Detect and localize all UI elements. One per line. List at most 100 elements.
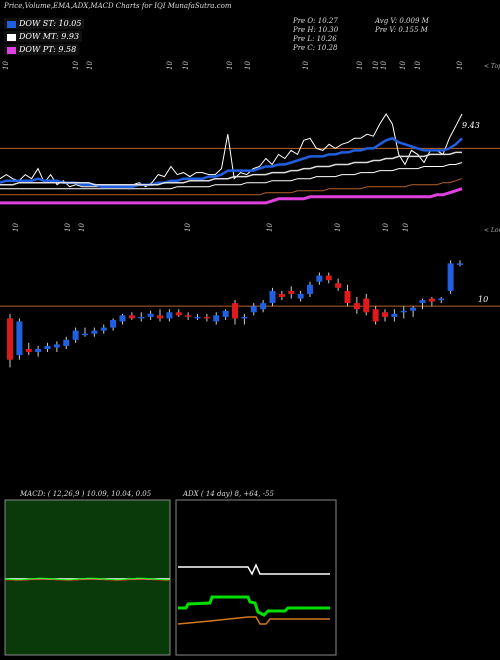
macd-panel — [4, 499, 171, 656]
candle-body — [241, 316, 248, 319]
adx-plus-di — [178, 595, 330, 617]
adx-frame — [175, 499, 337, 656]
candle-body — [222, 310, 229, 317]
quote-high: Pre H: 10.30 — [293, 26, 339, 34]
candle-body — [353, 303, 360, 310]
candle-body — [44, 345, 51, 349]
candle-body — [35, 349, 42, 353]
price-tick-label: 10 — [402, 223, 410, 232]
candle-body — [447, 263, 454, 291]
price-tick-label: 10 — [334, 223, 342, 232]
ema-series-5 — [0, 187, 463, 205]
candle-body — [363, 298, 370, 313]
candle-body — [325, 275, 332, 281]
ema-series-1 — [0, 136, 463, 188]
ema-right-label: 9.43 — [462, 121, 480, 130]
candle-body — [428, 298, 435, 302]
candle-body — [307, 284, 313, 294]
ema-series-3 — [0, 162, 463, 190]
candle-body — [7, 318, 13, 360]
adx-minus-di — [177, 616, 330, 625]
ema-tick-label: 10 — [372, 61, 380, 70]
ema-tick-label: 10 — [302, 61, 310, 70]
ema-tick-label: 10 — [166, 61, 174, 70]
ema-tick-label: 10 — [72, 61, 80, 70]
ema-tick-label: 10 — [414, 61, 422, 70]
ema-top-tag: < Tops — [484, 63, 500, 70]
quote-avg-volume: Avg V: 0.009 M — [375, 17, 429, 25]
price-tick-label: 10 — [64, 223, 72, 232]
candle-body — [91, 330, 98, 334]
ema-tick-label: 10 — [380, 61, 388, 70]
candle-body — [185, 315, 192, 317]
candle-body — [166, 312, 173, 319]
chart-title: Price,Volume,EMA,ADX,MACD Charts for IQI… — [4, 2, 232, 10]
ema-series-0 — [0, 113, 463, 188]
macd-hist-line — [4, 578, 171, 582]
quote-open: Pre O: 10.27 — [293, 17, 338, 25]
legend-label-st: DOW ST: 10.05 — [19, 19, 82, 28]
candle-body — [344, 290, 351, 304]
candle-body — [147, 313, 154, 317]
candle-body — [72, 330, 79, 340]
quote-low: Pre L: 10.26 — [293, 35, 337, 43]
legend-swatch-pt — [7, 46, 16, 54]
candle-body — [260, 303, 267, 310]
legend-swatch-mt — [7, 33, 16, 41]
candle-body — [288, 290, 295, 294]
legend-dow-mt: DOW MT: 9.93 — [4, 31, 83, 42]
price-panel: 10 < Lows — [0, 227, 500, 368]
legend-label-mt: DOW MT: 9.93 — [19, 32, 80, 41]
candle-body — [16, 321, 23, 356]
ema-tick-label: 10 — [456, 61, 464, 70]
macd-frame — [4, 499, 171, 656]
ema-tick-label: 10 — [2, 61, 10, 70]
ema-tick-label: 10 — [182, 61, 190, 70]
ema-tick-label: 10 — [399, 61, 407, 70]
candle-body — [110, 319, 117, 328]
legend-label-pt: DOW PT: 9.58 — [19, 45, 77, 54]
candle-body — [391, 313, 398, 317]
adx-title: ADX ( 14 day) 8, +64, -55 — [183, 490, 274, 498]
candle-body — [203, 316, 210, 319]
price-right-label: 10 — [478, 295, 488, 304]
price-top-tag: < Lows — [484, 227, 500, 234]
candle-body — [410, 307, 417, 311]
candle-body — [438, 298, 445, 301]
legend-swatch-st — [7, 20, 16, 28]
candle-body — [250, 306, 257, 313]
candle-body — [138, 316, 145, 319]
adx-line — [178, 563, 330, 576]
price-tick-label: 10 — [12, 223, 20, 232]
macd-signal-line — [4, 577, 171, 581]
candle-body — [82, 333, 88, 336]
ema-series-2 — [0, 151, 462, 186]
candle-body — [100, 327, 107, 331]
candle-body — [213, 315, 220, 322]
candle-body — [419, 300, 426, 304]
candle-body — [316, 275, 323, 282]
candle-body — [119, 315, 126, 322]
price-tick-label: 10 — [184, 223, 192, 232]
candle-body — [53, 344, 60, 348]
ema-tick-label: 10 — [356, 61, 364, 70]
candle-body — [372, 309, 379, 322]
candle-body — [297, 293, 304, 299]
ema-tick-label: 10 — [244, 61, 252, 70]
candle-body — [457, 263, 463, 265]
price-tick-label: 10 — [382, 223, 390, 232]
candle-body — [175, 312, 182, 316]
candle-body — [335, 283, 342, 288]
candle-body — [269, 290, 276, 304]
candle-body — [157, 315, 163, 319]
quote-close: Pre C: 10.28 — [293, 44, 338, 52]
candle-body — [382, 312, 388, 317]
candle-body — [232, 303, 238, 319]
candle-body — [194, 316, 201, 319]
quote-volume: Pre V: 0.155 M — [375, 26, 428, 34]
ema-series-4 — [0, 178, 463, 196]
ema-tick-label: 10 — [86, 61, 94, 70]
price-tick-label: 10 — [78, 223, 86, 232]
